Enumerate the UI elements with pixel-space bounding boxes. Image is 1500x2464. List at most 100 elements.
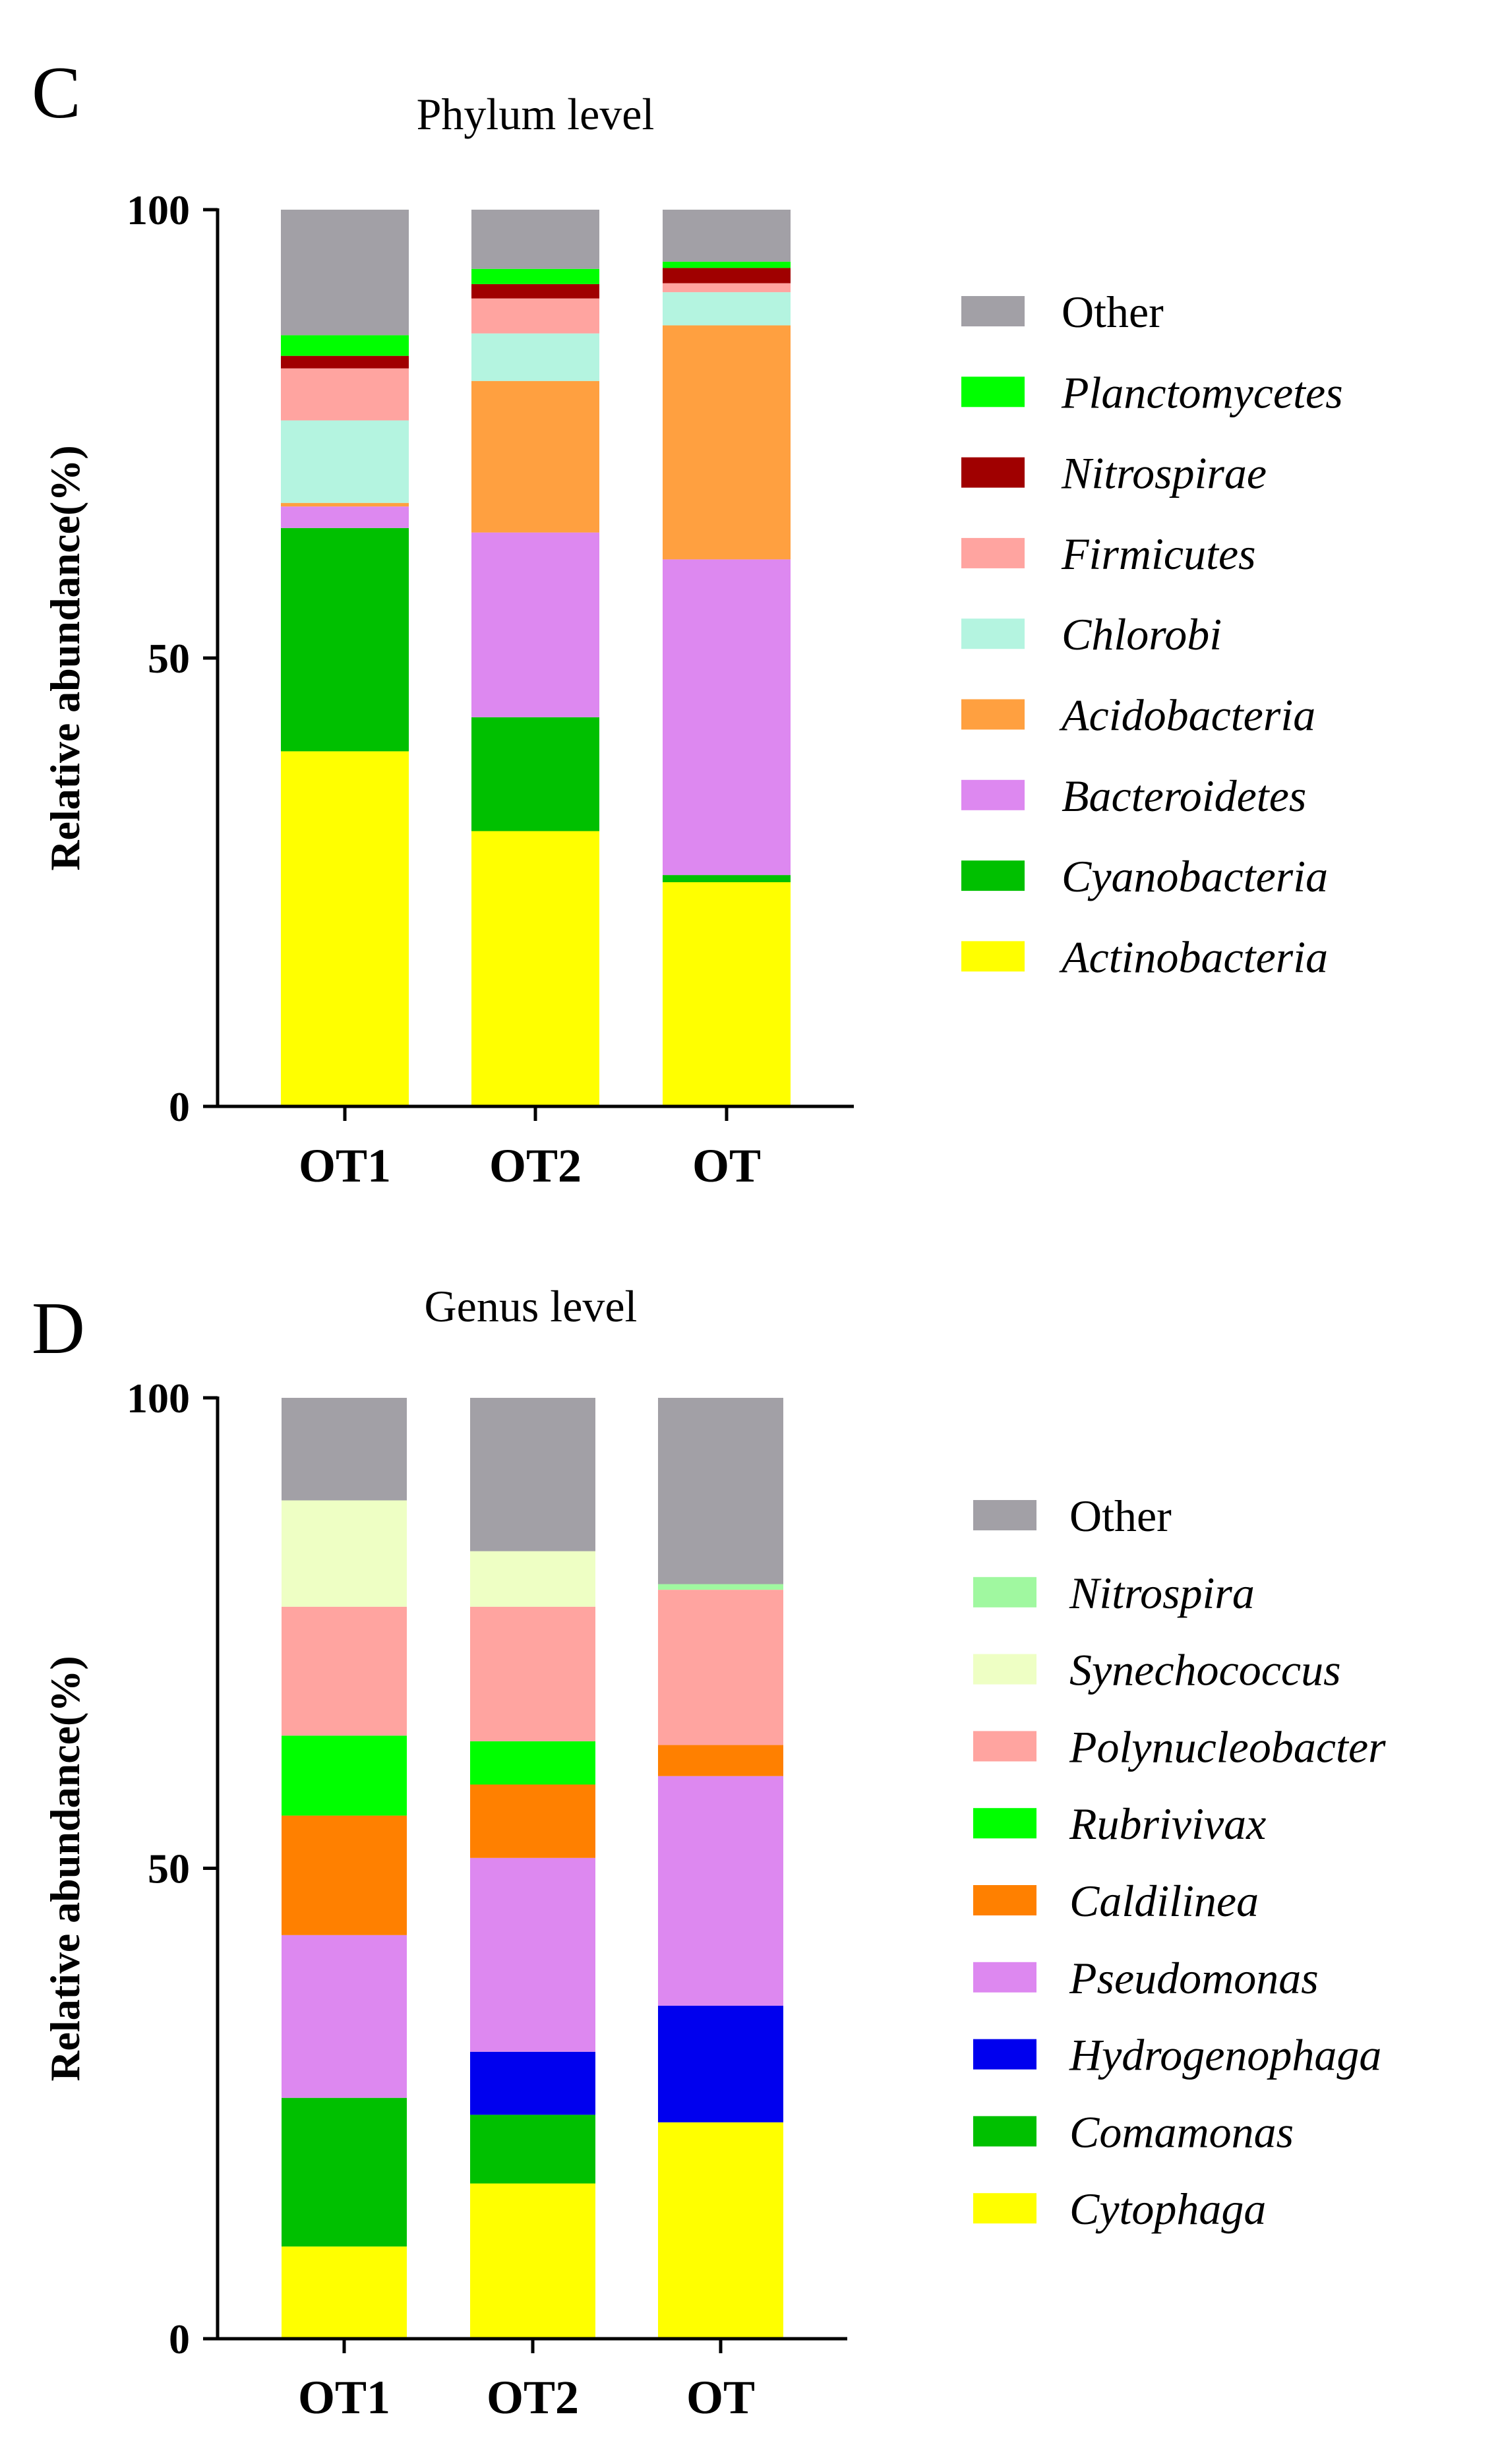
bar-segment-ot2-chlorobi xyxy=(471,333,599,381)
legend-swatch-synechococcus xyxy=(973,1654,1036,1685)
x-tick-label: OT2 xyxy=(487,2371,579,2424)
legend-swatch-other xyxy=(961,296,1025,326)
legend-label-hydrogenophaga: Hydrogenophaga xyxy=(1069,2030,1381,2080)
bar-segment-ot-other xyxy=(663,210,791,262)
legend-label-other: Other xyxy=(1069,1491,1172,1541)
legend-label-comamonas: Comamonas xyxy=(1069,2107,1294,2157)
bar-segment-ot-actinobacteria xyxy=(663,882,791,1106)
legend-swatch-comamonas xyxy=(973,2116,1036,2147)
legend-label-pseudomonas: Pseudomonas xyxy=(1069,1953,1319,2003)
bar-segment-ot1-other xyxy=(282,1398,407,1501)
x-tick-label: OT1 xyxy=(298,2371,390,2424)
bar-segment-ot2-polynucleobacter xyxy=(470,1606,595,1741)
legend-label-synechococcus: Synechococcus xyxy=(1069,1645,1341,1695)
bar-segment-ot-firmicutes xyxy=(663,283,791,293)
bar-segment-ot-caldilinea xyxy=(658,1745,783,1776)
bar-segment-ot-nitrospirae xyxy=(663,268,791,284)
y-tick-label: 0 xyxy=(169,2316,190,2362)
chart-title: Genus level xyxy=(425,1281,638,1331)
legend-label-caldilinea: Caldilinea xyxy=(1069,1876,1259,1926)
phylum-chart: C Phylum level 0 50 100 OT1 OT2 OT Relative abun… xyxy=(32,52,1343,1192)
panel-letter: D xyxy=(32,1288,85,1369)
legend-swatch-rubrivivax xyxy=(973,1808,1036,1839)
legend-swatch-cytophaga xyxy=(973,2193,1036,2224)
bar-segment-ot-planctomycetes xyxy=(663,261,791,268)
bar-segment-ot2-cytophaga xyxy=(470,2183,595,2339)
y-tick-label: 0 xyxy=(169,1083,190,1130)
bar-segment-ot2-firmicutes xyxy=(471,298,599,334)
bar-segment-ot2-caldilinea xyxy=(470,1784,595,1858)
legend-label-cytophaga: Cytophaga xyxy=(1069,2184,1266,2234)
legend-swatch-bacteroidetes xyxy=(961,779,1025,810)
bar-segment-ot2-cyanobacteria xyxy=(471,717,599,831)
bar-segment-ot1-planctomycetes xyxy=(281,335,409,356)
legend-swatch-caldilinea xyxy=(973,1885,1036,1915)
legend-swatch-other xyxy=(973,1500,1036,1530)
bar-segment-ot1-synechococcus xyxy=(282,1500,407,1607)
bar-segment-ot1-chlorobi xyxy=(281,420,409,503)
legend-label-firmicutes: Firmicutes xyxy=(1061,529,1256,579)
bar-segment-ot2-synechococcus xyxy=(470,1551,595,1607)
legend-label-planctomycetes: Planctomycetes xyxy=(1061,367,1343,417)
bar-segment-ot2-other xyxy=(470,1398,595,1551)
genus-chart: D Genus level 0 50 100 OT1 OT2 OT Relative abund… xyxy=(32,1281,1386,2424)
legend-label-acidobacteria: Acidobacteria xyxy=(1059,690,1315,740)
legend-swatch-planctomycetes xyxy=(961,376,1025,407)
bar-segment-ot2-actinobacteria xyxy=(471,831,599,1106)
bar-segment-ot1-rubrivivax xyxy=(282,1735,407,1816)
legend-label-nitrospira: Nitrospira xyxy=(1069,1568,1255,1618)
y-axis-title: Relative abundance(%) xyxy=(42,445,88,870)
bar-segment-ot2-acidobacteria xyxy=(471,380,599,533)
bar-segment-ot-nitrospira xyxy=(658,1584,783,1590)
y-tick-label: 100 xyxy=(127,187,190,233)
chart-title: Phylum level xyxy=(417,89,655,139)
bar-segment-ot1-other xyxy=(281,210,409,336)
bar-segment-ot1-polynucleobacter xyxy=(282,1606,407,1736)
bar-segment-ot1-actinobacteria xyxy=(281,751,409,1106)
bar-segment-ot1-cyanobacteria xyxy=(281,527,409,752)
bar-segment-ot-pseudomonas xyxy=(658,1776,783,2006)
bar-segment-ot-bacteroidetes xyxy=(663,559,791,876)
bar-segment-ot2-rubrivivax xyxy=(470,1741,595,1785)
bar-segment-ot1-bacteroidetes xyxy=(281,506,409,528)
bar-segment-ot-cytophaga xyxy=(658,2122,783,2339)
bar-segment-ot2-nitrospirae xyxy=(471,284,599,299)
legend-label-polynucleobacter: Polynucleobacter xyxy=(1069,1722,1386,1772)
bar-segment-ot-cyanobacteria xyxy=(663,875,791,882)
legend-swatch-actinobacteria xyxy=(961,941,1025,972)
bar-segment-ot1-cytophaga xyxy=(282,2246,407,2339)
legend-swatch-nitrospirae xyxy=(961,457,1025,488)
legend-swatch-polynucleobacter xyxy=(973,1731,1036,1762)
x-tick-label: OT1 xyxy=(299,1139,391,1192)
bar-segment-ot-hydrogenophaga xyxy=(658,2005,783,2122)
legend-label-nitrospirae: Nitrospirae xyxy=(1061,448,1267,498)
y-axis-title: Relative abundance(%) xyxy=(42,1656,88,2081)
bar-segment-ot1-caldilinea xyxy=(282,1815,407,1935)
panel-letter: C xyxy=(32,52,81,134)
y-tick-label: 50 xyxy=(148,1846,190,1892)
bar-segment-ot1-acidobacteria xyxy=(281,502,409,507)
bar-segment-ot2-pseudomonas xyxy=(470,1857,595,2052)
bar-segment-ot1-firmicutes xyxy=(281,368,409,421)
legend-label-other: Other xyxy=(1062,287,1164,337)
legend-label-cyanobacteria: Cyanobacteria xyxy=(1062,851,1328,901)
legend-label-chlorobi: Chlorobi xyxy=(1062,609,1222,659)
legend-swatch-chlorobi xyxy=(961,618,1025,649)
x-tick-label: OT xyxy=(692,1139,761,1192)
bar-segment-ot-polynucleobacter xyxy=(658,1590,783,1745)
bar-segment-ot2-planctomycetes xyxy=(471,268,599,284)
legend-swatch-acidobacteria xyxy=(961,699,1025,730)
bar-segment-ot-acidobacteria xyxy=(663,325,791,560)
y-tick-label: 50 xyxy=(148,635,190,682)
bar-segment-ot2-bacteroidetes xyxy=(471,532,599,717)
bar-segment-ot2-hydrogenophaga xyxy=(470,2051,595,2115)
bar-segment-ot1-comamonas xyxy=(282,2097,407,2247)
legend-swatch-firmicutes xyxy=(961,537,1025,568)
y-tick-label: 100 xyxy=(127,1375,190,1422)
bar-segment-ot1-nitrospirae xyxy=(281,355,409,369)
legend-label-bacteroidetes: Bacteroidetes xyxy=(1062,771,1306,821)
bar-segment-ot2-comamonas xyxy=(470,2115,595,2184)
bar-segment-ot1-pseudomonas xyxy=(282,1935,407,2098)
legend-swatch-nitrospira xyxy=(973,1577,1036,1608)
